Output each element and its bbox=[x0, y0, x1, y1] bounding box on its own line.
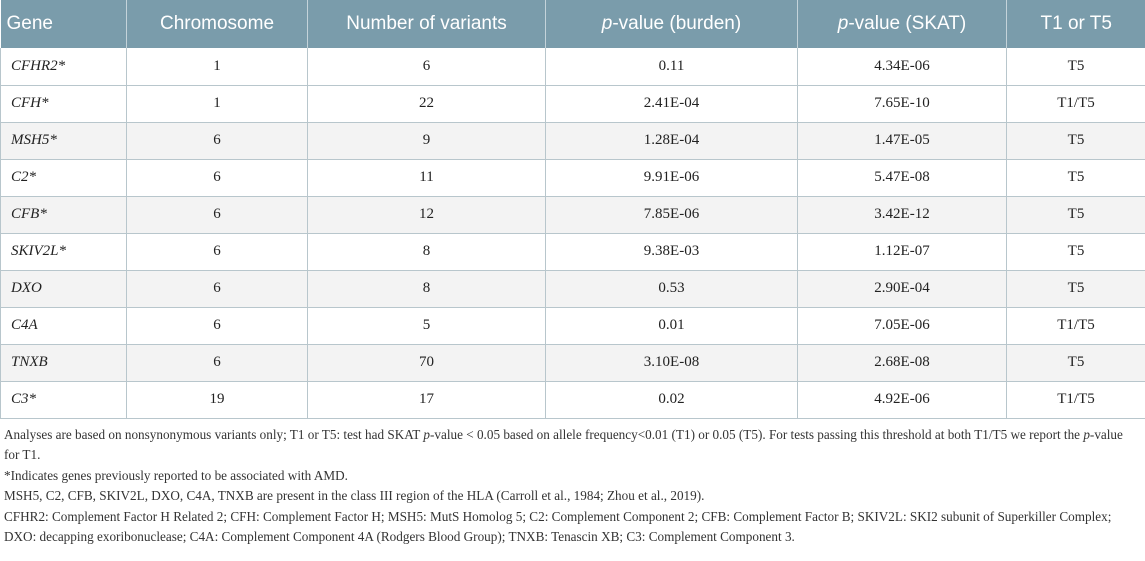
header-t1-or-t5: T1 or T5 bbox=[1006, 0, 1145, 48]
header-chromosome: Chromosome bbox=[126, 0, 308, 48]
cell-gene: CFHR2* bbox=[0, 48, 127, 86]
table-row: C2* 6 11 9.91E-06 5.47E-08 T5 bbox=[0, 159, 1145, 197]
cell-gene: C2* bbox=[0, 159, 127, 197]
cell-variants: 9 bbox=[307, 122, 546, 160]
table-row: DXO 6 8 0.53 2.90E-04 T5 bbox=[0, 270, 1145, 308]
cell-threshold: T5 bbox=[1006, 270, 1145, 308]
cell-p-burden: 9.91E-06 bbox=[545, 159, 798, 197]
cell-p-skat: 7.05E-06 bbox=[797, 307, 1007, 345]
cell-p-burden: 0.11 bbox=[545, 48, 798, 86]
table-row: CFH* 1 22 2.41E-04 7.65E-10 T1/T5 bbox=[0, 85, 1145, 123]
cell-chromosome: 6 bbox=[126, 159, 308, 197]
cell-p-burden: 3.10E-08 bbox=[545, 344, 798, 382]
cell-variants: 17 bbox=[307, 381, 546, 419]
cell-p-burden: 0.02 bbox=[545, 381, 798, 419]
table-row: TNXB 6 70 3.10E-08 2.68E-08 T5 bbox=[0, 344, 1145, 382]
cell-threshold: T5 bbox=[1006, 122, 1145, 160]
cell-chromosome: 1 bbox=[126, 48, 308, 86]
cell-p-skat: 1.47E-05 bbox=[797, 122, 1007, 160]
cell-chromosome: 6 bbox=[126, 122, 308, 160]
cell-variants: 22 bbox=[307, 85, 546, 123]
cell-variants: 11 bbox=[307, 159, 546, 197]
table-footnotes: Analyses are based on nonsynonymous vari… bbox=[0, 419, 1145, 548]
note-abbreviations: CFHR2: Complement Factor H Related 2; CF… bbox=[4, 508, 1112, 545]
table-header-row: Gene Chromosome Number of variants p-value … bbox=[0, 0, 1145, 48]
cell-variants: 6 bbox=[307, 48, 546, 86]
cell-threshold: T5 bbox=[1006, 344, 1145, 382]
note-hla: MSH5, C2, CFB, SKIV2L, DXO, C4A, TNXB ar… bbox=[4, 488, 705, 503]
cell-chromosome: 19 bbox=[126, 381, 308, 419]
cell-threshold: T5 bbox=[1006, 48, 1145, 86]
cell-gene: DXO bbox=[0, 270, 127, 308]
cell-p-skat: 4.34E-06 bbox=[797, 48, 1007, 86]
table-body: CFHR2* 1 6 0.11 4.34E-06 T5 CFH* 1 22 2.41E-04 7.6… bbox=[0, 48, 1145, 419]
cell-gene: C4A bbox=[0, 307, 127, 345]
cell-chromosome: 6 bbox=[126, 233, 308, 271]
cell-p-skat: 3.42E-12 bbox=[797, 196, 1007, 234]
table-row: CFB* 6 12 7.85E-06 3.42E-12 T5 bbox=[0, 196, 1145, 234]
cell-p-burden: 9.38E-03 bbox=[545, 233, 798, 271]
table-row: CFHR2* 1 6 0.11 4.34E-06 T5 bbox=[0, 48, 1145, 86]
cell-p-burden: 2.41E-04 bbox=[545, 85, 798, 123]
cell-p-skat: 2.68E-08 bbox=[797, 344, 1007, 382]
cell-p-skat: 7.65E-10 bbox=[797, 85, 1007, 123]
cell-chromosome: 6 bbox=[126, 344, 308, 382]
table-row: C3* 19 17 0.02 4.92E-06 T1/T5 bbox=[0, 381, 1145, 419]
cell-variants: 8 bbox=[307, 233, 546, 271]
cell-p-skat: 4.92E-06 bbox=[797, 381, 1007, 419]
cell-variants: 5 bbox=[307, 307, 546, 345]
cell-p-burden: 7.85E-06 bbox=[545, 196, 798, 234]
cell-threshold: T5 bbox=[1006, 233, 1145, 271]
cell-threshold: T1/T5 bbox=[1006, 381, 1145, 419]
table-row: MSH5* 6 9 1.28E-04 1.47E-05 T5 bbox=[0, 122, 1145, 160]
cell-chromosome: 6 bbox=[126, 270, 308, 308]
cell-gene: TNXB bbox=[0, 344, 127, 382]
cell-threshold: T1/T5 bbox=[1006, 307, 1145, 345]
cell-p-skat: 5.47E-08 bbox=[797, 159, 1007, 197]
cell-gene: MSH5* bbox=[0, 122, 127, 160]
cell-p-burden: 0.01 bbox=[545, 307, 798, 345]
gene-table: Gene Chromosome Number of variants p-value … bbox=[0, 0, 1145, 419]
cell-variants: 12 bbox=[307, 196, 546, 234]
cell-variants: 70 bbox=[307, 344, 546, 382]
cell-chromosome: 6 bbox=[126, 196, 308, 234]
cell-p-skat: 2.90E-04 bbox=[797, 270, 1007, 308]
table-row: C4A 6 5 0.01 7.05E-06 T1/T5 bbox=[0, 307, 1145, 345]
cell-p-burden: 0.53 bbox=[545, 270, 798, 308]
cell-gene: CFH* bbox=[0, 85, 127, 123]
cell-chromosome: 6 bbox=[126, 307, 308, 345]
cell-threshold: T5 bbox=[1006, 159, 1145, 197]
cell-gene: SKIV2L* bbox=[0, 233, 127, 271]
header-gene: Gene bbox=[0, 0, 127, 48]
cell-p-burden: 1.28E-04 bbox=[545, 122, 798, 160]
header-p-value-burden: p-value (burden) bbox=[545, 0, 798, 48]
note-asterisk: *Indicates genes previously reported to … bbox=[4, 467, 348, 483]
note-analyses: Analyses are based on nonsynonymous vari… bbox=[4, 426, 1123, 463]
cell-chromosome: 1 bbox=[126, 85, 308, 123]
cell-variants: 8 bbox=[307, 270, 546, 308]
cell-gene: C3* bbox=[0, 381, 127, 419]
header-p-value-skat: p-value (SKAT) bbox=[797, 0, 1007, 48]
cell-p-skat: 1.12E-07 bbox=[797, 233, 1007, 271]
cell-threshold: T1/T5 bbox=[1006, 85, 1145, 123]
cell-threshold: T5 bbox=[1006, 196, 1145, 234]
cell-gene: CFB* bbox=[0, 196, 127, 234]
table-row: SKIV2L* 6 8 9.38E-03 1.12E-07 T5 bbox=[0, 233, 1145, 271]
header-number-of-variants: Number of variants bbox=[307, 0, 546, 48]
